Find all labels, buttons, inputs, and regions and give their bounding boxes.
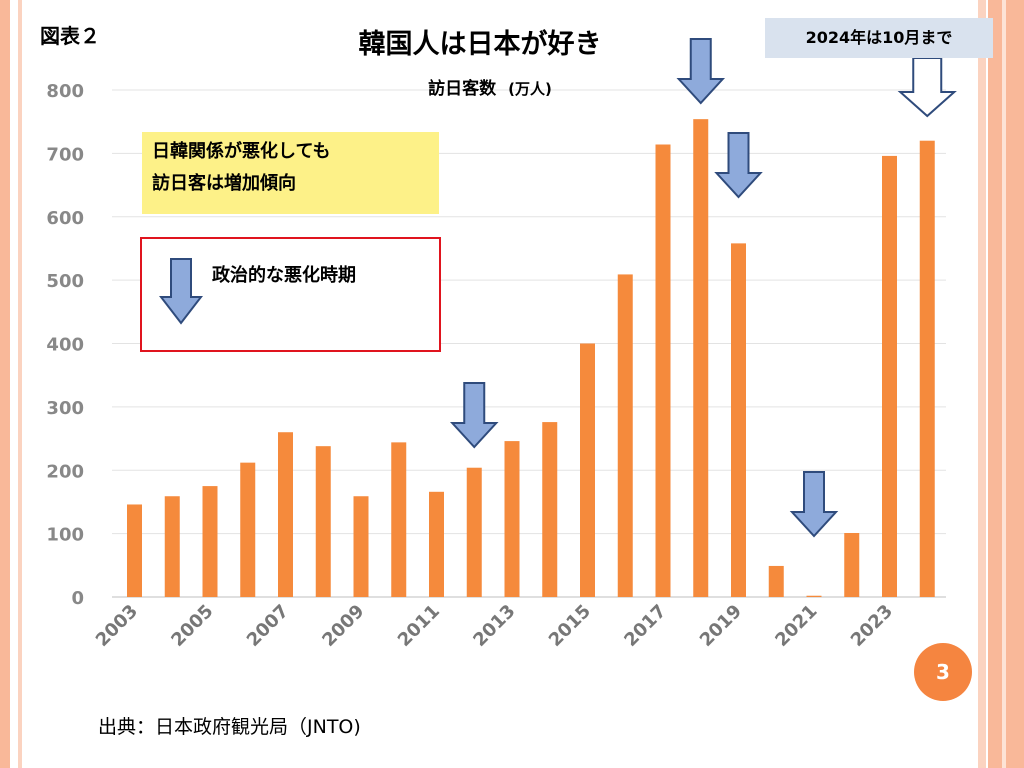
chart-subtitle: 訪日客数 (万人)	[370, 74, 610, 99]
y-tick-label: 200	[46, 461, 84, 482]
bar-2016	[617, 274, 633, 597]
y-tick-label: 600	[46, 208, 84, 229]
x-tick-label: 2017	[620, 601, 670, 651]
x-tick-label: 2023	[847, 601, 897, 651]
bar-2013	[504, 441, 520, 597]
decorative-stripe-right-inner	[978, 0, 986, 768]
bar-2010	[391, 442, 407, 597]
callout-box: 日韓関係が悪化しても 訪日客は増加傾向	[142, 132, 439, 214]
legend-box: 政治的な悪化時期	[140, 237, 441, 352]
x-tick-label: 2003	[92, 601, 142, 651]
bar-2017	[655, 144, 671, 597]
bar-2003	[127, 504, 142, 597]
bar-2004	[164, 496, 180, 597]
x-tick-label: 2009	[318, 601, 368, 651]
y-tick-label: 300	[46, 398, 84, 419]
bar-2007	[278, 432, 293, 597]
bar-2020	[768, 565, 784, 597]
subtitle-text: 訪日客数	[428, 79, 497, 99]
down-arrow-icon-2024	[897, 57, 957, 118]
bar-2024	[919, 140, 935, 597]
x-tick-label: 2015	[545, 601, 595, 651]
decorative-stripe-right	[988, 0, 1024, 768]
unit-label: (万人)	[508, 80, 552, 98]
x-tick-label: 2021	[771, 601, 821, 651]
bar-2015	[580, 343, 595, 597]
x-tick-label: 2007	[243, 601, 293, 651]
x-tick-label: 2005	[167, 601, 217, 651]
page-number-badge: 3	[914, 643, 972, 701]
decorative-stripe-right-line	[1002, 0, 1006, 768]
decorative-stripe-left	[0, 0, 10, 768]
chart-title: 韓国人は日本が好き	[358, 29, 602, 60]
down-arrow-icon-2012	[449, 382, 499, 449]
bar-2021	[806, 595, 822, 597]
callout-line-1: 日韓関係が悪化しても	[152, 141, 331, 162]
note-2024-partial: 2024年は10月まで	[765, 18, 993, 58]
down-arrow-icon-2019	[714, 132, 763, 199]
y-tick-label: 500	[46, 271, 84, 292]
down-arrow-icon	[159, 258, 203, 325]
down-arrow-icon-2021	[789, 471, 839, 538]
decorative-stripe-left-inner	[18, 0, 22, 768]
annotation-arrows	[449, 38, 957, 538]
y-tick-label: 100	[46, 525, 84, 546]
y-tick-label: 700	[46, 144, 84, 165]
bar-2014	[542, 422, 558, 597]
x-tick-label: 2011	[394, 601, 444, 651]
legend-label: 政治的な悪化時期	[212, 265, 356, 286]
y-tick-label: 800	[46, 81, 84, 102]
down-arrow-icon-2018	[676, 38, 726, 105]
y-tick-label: 0	[71, 588, 84, 609]
y-axis-ticks: 0 100 200 300 400 500 600 700 800	[46, 81, 84, 609]
bar-2008	[315, 446, 331, 597]
bar-2009	[353, 496, 369, 597]
bar-2012	[466, 467, 482, 597]
x-tick-label: 2013	[469, 601, 519, 651]
x-axis-ticks: 2003 2005 2007 2009 2011 2013 2015 2017 2019 2021…	[92, 601, 897, 651]
x-tick-label: 2019	[696, 601, 746, 651]
bar-2019	[731, 243, 746, 597]
bar-2023	[882, 155, 897, 597]
callout-line-2: 訪日客は増加傾向	[152, 173, 296, 194]
bars	[127, 119, 935, 597]
bar-2005	[202, 486, 218, 597]
bar-2018	[693, 119, 709, 597]
y-tick-label: 400	[46, 335, 84, 356]
figure-label: 図表２	[40, 24, 100, 48]
source-citation: 出典：日本政府観光局（JNTO)	[98, 716, 361, 738]
bar-2006	[240, 462, 256, 597]
bar-2011	[429, 491, 444, 597]
bar-2022	[844, 532, 860, 597]
